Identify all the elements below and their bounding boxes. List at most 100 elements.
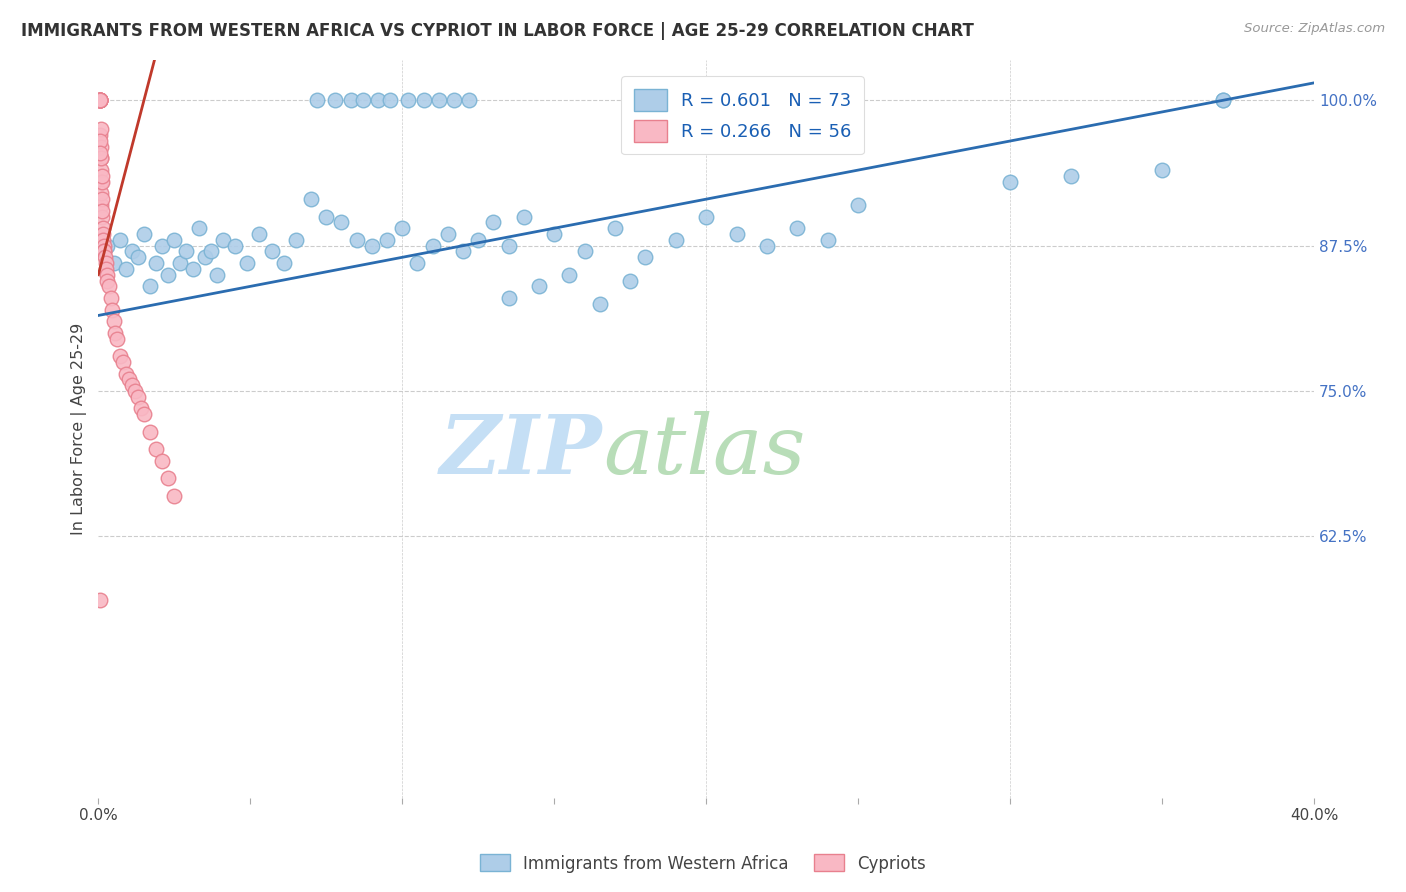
Point [93,244,115,259]
Point [817,233,839,247]
Point [260,244,283,259]
Point [427,93,450,107]
Point [846,198,869,212]
Point [108,349,131,363]
Point [558,268,581,282]
Point [412,93,434,107]
Point [200,244,222,259]
Point [315,210,337,224]
Point [111,355,134,369]
Point [325,93,347,107]
Point [93,244,115,259]
Point [91,192,114,206]
Point [145,256,167,270]
Point [114,261,136,276]
Point [224,238,246,252]
Point [93,238,115,252]
Point [118,372,141,386]
Point [307,93,329,107]
Point [157,268,180,282]
Point [367,93,389,107]
Point [89,93,111,107]
Point [756,238,779,252]
Point [103,314,125,328]
Point [89,93,111,107]
Point [90,186,112,201]
Text: IMMIGRANTS FROM WESTERN AFRICA VS CYPRIOT IN LABOR FORCE | AGE 25-29 CORRELATION: IMMIGRANTS FROM WESTERN AFRICA VS CYPRIO… [21,22,974,40]
Point [451,244,474,259]
Point [498,291,520,305]
Point [89,93,111,107]
Point [634,250,657,264]
Point [1152,163,1174,178]
Point [90,169,112,183]
Point [443,93,465,107]
Point [89,128,111,143]
Point [194,250,217,264]
Point [96,268,118,282]
Point [378,93,401,107]
Point [89,93,111,107]
Point [139,279,162,293]
Point [665,233,688,247]
Point [89,593,111,607]
Point [352,93,374,107]
Point [1212,93,1234,107]
Point [127,390,149,404]
Point [96,238,118,252]
Point [91,203,114,218]
Point [1212,93,1234,107]
Point [90,152,112,166]
Point [139,425,162,439]
Point [89,93,111,107]
Point [121,244,143,259]
Point [104,326,127,340]
Point [498,238,520,252]
Point [406,256,429,270]
Point [375,233,398,247]
Point [89,93,111,107]
Point [284,233,307,247]
Point [513,210,536,224]
Point [212,233,235,247]
Point [127,250,149,264]
Point [132,227,155,241]
Point [100,291,122,305]
Legend: Immigrants from Western Africa, Cypriots: Immigrants from Western Africa, Cypriots [474,847,932,880]
Point [96,261,118,276]
Point [101,302,124,317]
Point [132,407,155,421]
Point [91,227,114,241]
Point [422,238,444,252]
Point [458,93,481,107]
Point [91,233,114,247]
Point [346,233,368,247]
Point [619,274,641,288]
Point [181,261,204,276]
Point [94,256,117,270]
Point [396,93,419,107]
Point [108,233,131,247]
Point [437,227,460,241]
Point [527,279,550,293]
Point [105,332,128,346]
Point [90,140,112,154]
Point [145,442,167,457]
Point [90,122,112,136]
Point [98,279,121,293]
Point [89,93,111,107]
Point [90,152,112,166]
Point [169,256,191,270]
Point [91,221,114,235]
Point [249,227,271,241]
Point [150,238,173,252]
Point [543,227,565,241]
Point [603,221,626,235]
Point [1060,169,1083,183]
Point [299,192,322,206]
Point [96,274,118,288]
Point [589,297,612,311]
Point [89,134,111,148]
Point [90,210,112,224]
Point [467,233,489,247]
